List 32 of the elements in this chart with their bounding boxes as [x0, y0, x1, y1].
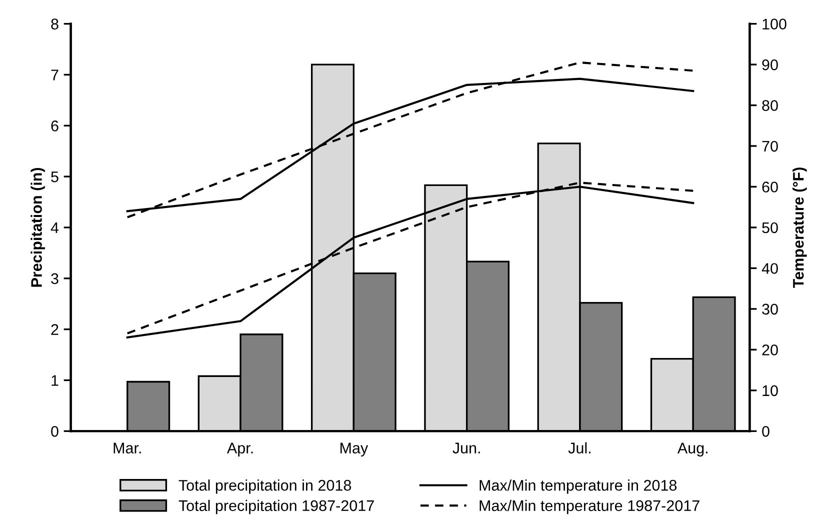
y2-tick-label: 10	[762, 385, 778, 396]
legend-label: Total precipitation in 2018	[178, 480, 352, 494]
y-tick-label: 7	[51, 70, 58, 80]
y2-tick-label: 100	[762, 18, 786, 30]
x-tick-label: Mar.	[114, 442, 141, 454]
x-tick-label: May	[340, 442, 368, 456]
x-tick-label: Apr.	[226, 442, 253, 456]
y2-tick-label: 0	[762, 426, 770, 437]
y-axis-title: Precipitation (in)	[30, 168, 45, 287]
y2-tick-label: 70	[762, 140, 778, 152]
legend-label: Max/Min temperature 1987-2017	[480, 500, 700, 514]
y2-axis-title: Temperature (°F)	[792, 168, 807, 288]
y2-tick-label: 80	[762, 100, 778, 111]
y-tick-label: 8	[51, 18, 58, 30]
y-tick-label: 0	[51, 426, 58, 437]
y-tick-label: 4	[50, 222, 59, 234]
y-tick-label: 6	[51, 120, 58, 132]
y-tick-label: 1	[52, 375, 58, 386]
y-tick-label: 2	[51, 324, 58, 335]
y2-tick-label: 20	[762, 344, 778, 356]
x-tick-label: Jun.	[452, 442, 480, 454]
y2-tick-label: 30	[762, 304, 778, 315]
y2-tick-label: 50	[762, 222, 778, 234]
y2-tick-label: 90	[762, 59, 778, 70]
y2-tick-label: 40	[762, 263, 778, 274]
y-tick-label: 3	[51, 273, 58, 284]
y-tick-label: 5	[51, 172, 58, 182]
legend-label: Total precipitation 1987-2017	[178, 500, 374, 514]
y2-tick-label: 60	[762, 182, 778, 192]
x-tick-label: Aug.	[677, 442, 708, 456]
x-tick-label: Jul.	[568, 442, 590, 454]
legend-label: Max/Min temperature in 2018	[480, 480, 677, 494]
